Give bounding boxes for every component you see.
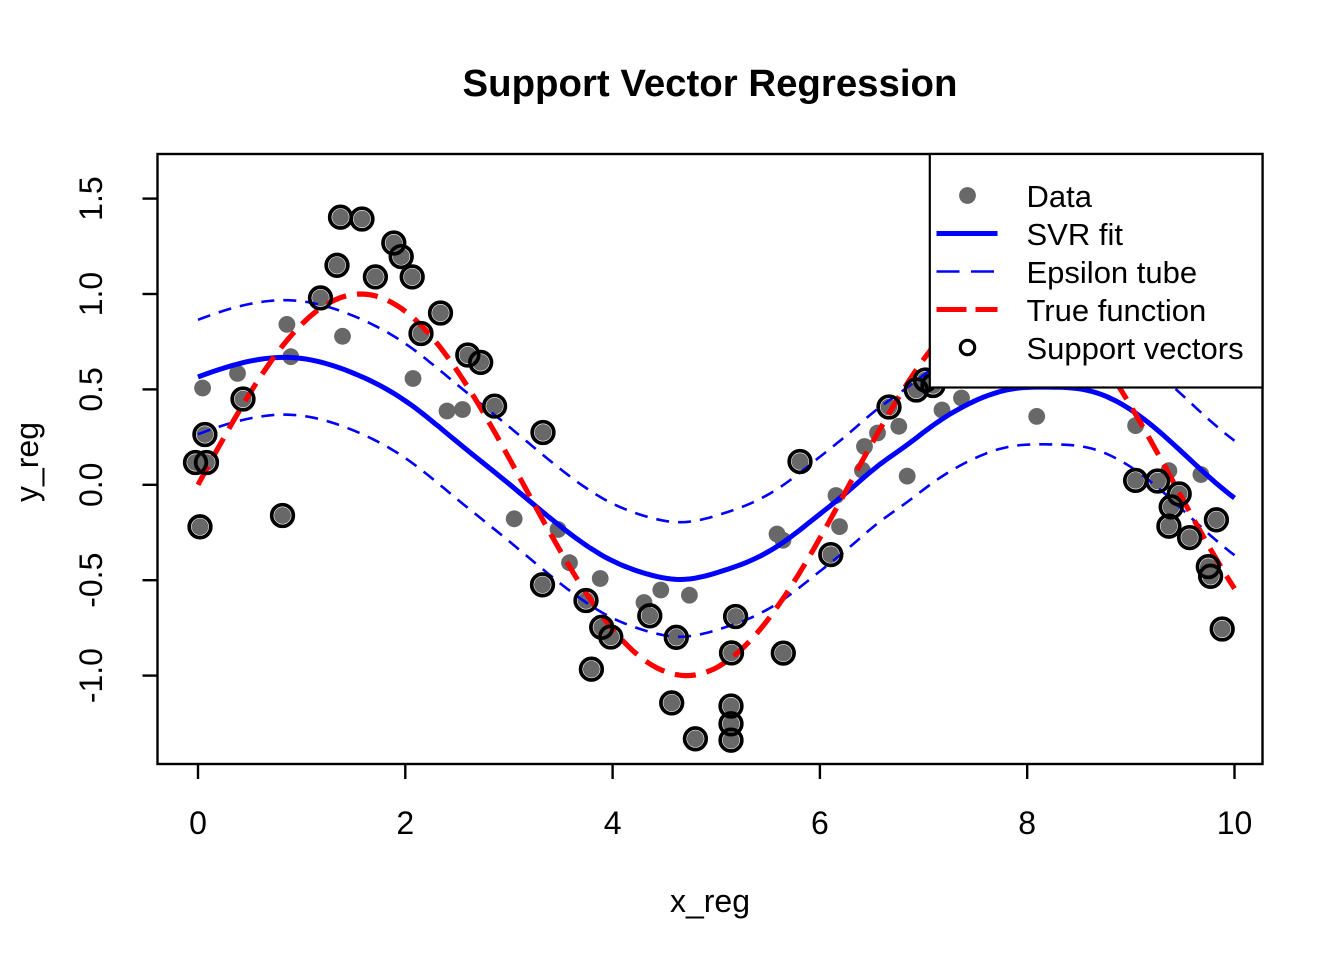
svg-text:y_reg: y_reg [9,422,45,502]
svg-text:0.5: 0.5 [73,367,109,411]
svg-text:-1.0: -1.0 [73,648,109,703]
svg-text:x_reg: x_reg [670,883,750,919]
svg-text:4: 4 [604,805,622,841]
svg-text:True function: True function [1027,293,1207,328]
svg-text:Data: Data [1027,179,1093,214]
svg-text:Support vectors: Support vectors [1027,331,1244,366]
svg-text:8: 8 [1018,805,1036,841]
svg-text:SVR fit: SVR fit [1027,217,1124,252]
svg-text:-0.5: -0.5 [73,553,109,608]
svg-text:Support Vector Regression: Support Vector Regression [463,62,958,105]
svg-text:1.5: 1.5 [73,176,109,220]
svg-text:10: 10 [1217,805,1253,841]
svg-text:0: 0 [189,805,207,841]
svg-text:1.0: 1.0 [73,272,109,316]
svg-text:0.0: 0.0 [73,463,109,507]
svg-text:Epsilon tube: Epsilon tube [1027,255,1198,290]
svg-text:2: 2 [396,805,414,841]
svg-text:6: 6 [811,805,829,841]
